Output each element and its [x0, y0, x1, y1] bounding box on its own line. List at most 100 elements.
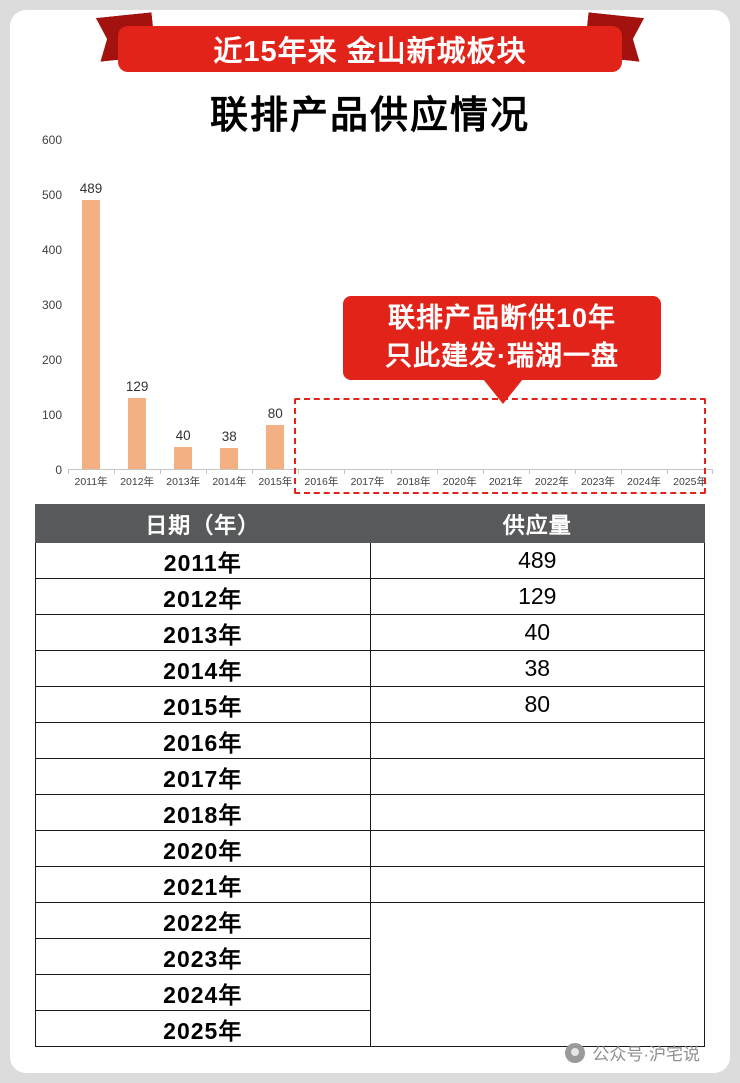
card: 近15年来 金山新城板块 联排产品供应情况 0 100 200 300 400 500 60…	[10, 10, 730, 1073]
table-row: 2012年 129	[35, 578, 705, 615]
x-tick-label: 2020年	[442, 476, 477, 488]
table-header: 日期（年） 供应量	[35, 504, 705, 543]
table-row: 2025年	[35, 1010, 705, 1047]
axis-tick	[390, 470, 392, 474]
plot-area: 489 129 40 38 80	[68, 140, 713, 474]
x-tick-label: 2015年	[258, 476, 293, 488]
table-row: 2022年	[35, 902, 705, 1047]
callout-annotation: 联排产品断供10年 只此建发·瑞湖一盘	[343, 296, 661, 404]
bar	[128, 398, 147, 469]
table-row: 2015年 80	[35, 686, 705, 723]
callout-line2: 只此建发·瑞湖一盘	[385, 341, 619, 371]
y-tick-label: 200	[41, 353, 62, 367]
supply-cell	[369, 758, 705, 795]
bar	[174, 447, 193, 469]
bar-value-label: 38	[221, 429, 237, 445]
axis-tick	[712, 470, 713, 474]
supply-cell: 80	[369, 686, 705, 723]
supply-cell	[369, 794, 705, 831]
axis-tick	[528, 470, 530, 474]
bar-value-label: 129	[125, 379, 149, 395]
axis-tick	[436, 470, 438, 474]
supply-cell	[369, 722, 705, 759]
callout-arrow-down-icon	[479, 374, 527, 404]
bar-value-label: 489	[79, 181, 103, 197]
bar-value-label: 40	[175, 428, 191, 443]
axis-tick	[344, 470, 346, 474]
table-row: 2013年 40	[35, 614, 705, 651]
axis-tick	[68, 470, 69, 474]
table-row: 2011年 489	[35, 542, 705, 579]
supply-cell	[369, 866, 705, 903]
supply-cell: 489	[369, 542, 705, 579]
bar-value-label: 80	[267, 406, 283, 421]
year-cell: 2012年	[35, 578, 371, 615]
x-tick-label: 2012年	[120, 476, 155, 488]
x-tick-label: 2017年	[350, 476, 385, 488]
x-tick-label: 2013年	[166, 476, 201, 488]
table-row: 2016年	[35, 722, 705, 759]
bar	[266, 425, 285, 469]
year-cell: 2022年	[35, 902, 371, 939]
y-tick-label: 400	[41, 243, 62, 257]
col-header-supply: 供应量	[369, 504, 705, 543]
supply-cell-merged	[369, 902, 705, 1047]
table-header-row: 日期（年） 供应量	[35, 504, 705, 543]
year-cell: 2021年	[35, 866, 371, 903]
year-cell: 2020年	[35, 830, 371, 867]
supply-cell: 40	[369, 614, 705, 651]
axis-tick	[574, 470, 576, 474]
year-cell: 2018年	[35, 794, 371, 831]
table-row: 2017年	[35, 758, 705, 795]
year-cell: 2025年	[35, 1010, 371, 1047]
supply-gap-highlight	[294, 398, 706, 494]
year-cell: 2011年	[35, 542, 371, 579]
supply-cell: 38	[369, 650, 705, 687]
axis-tick	[114, 470, 116, 474]
y-tick-label: 0	[55, 463, 62, 477]
callout-line1: 联排产品断供10年	[387, 303, 617, 333]
y-tick-label: 600	[41, 133, 62, 147]
y-axis-labels: 0 100 200 300 400 500 600	[30, 128, 64, 496]
bar-chart: 0 100 200 300 400 500 600 489 129 40 38 80 2011年 20…	[30, 128, 720, 496]
table-row: 2018年	[35, 794, 705, 831]
bar	[82, 200, 101, 469]
table-row: 2014年 38	[35, 650, 705, 687]
x-tick-label: 2021年	[488, 476, 523, 488]
x-tick-label: 2018年	[396, 476, 431, 488]
ribbon-banner: 近15年来 金山新城板块	[118, 26, 622, 72]
table-row: 2021年	[35, 866, 705, 903]
year-cell: 2017年	[35, 758, 371, 795]
supply-cell	[369, 830, 705, 867]
axis-tick	[666, 470, 668, 474]
y-tick-label: 500	[41, 188, 62, 202]
supply-cell: 129	[369, 578, 705, 615]
year-cell: 2016年	[35, 722, 371, 759]
axis-tick	[252, 470, 254, 474]
supply-table: 日期（年） 供应量 2011年 489 2012年 129 2013年 40 2014年 38…	[35, 504, 705, 1047]
bar	[220, 448, 239, 469]
col-header-date: 日期（年）	[35, 504, 371, 543]
axis-tick	[620, 470, 622, 474]
x-tick-label: 2011年	[74, 476, 108, 488]
watermark-logo-icon	[565, 1042, 586, 1063]
x-tick-label: 2023年	[580, 476, 615, 488]
page-title: 联排产品供应情况	[209, 95, 530, 137]
x-tick-label: 2025年	[673, 476, 707, 488]
year-cell: 2014年	[35, 650, 371, 687]
y-tick-label: 300	[41, 298, 62, 312]
x-axis-labels: 2011年 2012年 2013年 2014年 2015年 2016年 2017年 2018年…	[68, 474, 713, 490]
x-tick-label: 2024年	[627, 476, 661, 488]
table-row: 2024年	[35, 974, 705, 1011]
axis-tick	[482, 470, 484, 474]
year-cell: 2024年	[35, 974, 371, 1011]
banner-text: 近15年来 金山新城板块	[213, 36, 527, 68]
table-body: 2011年 489 2012年 129 2013年 40 2014年 38 2015年 80 201…	[35, 542, 705, 1047]
axis-tick	[160, 470, 162, 474]
year-cell: 2015年	[35, 686, 371, 723]
year-cell: 2013年	[35, 614, 371, 651]
axis-tick	[298, 470, 300, 474]
watermark: 公众号·沪宅说	[565, 1040, 700, 1065]
year-cell: 2023年	[35, 938, 371, 975]
